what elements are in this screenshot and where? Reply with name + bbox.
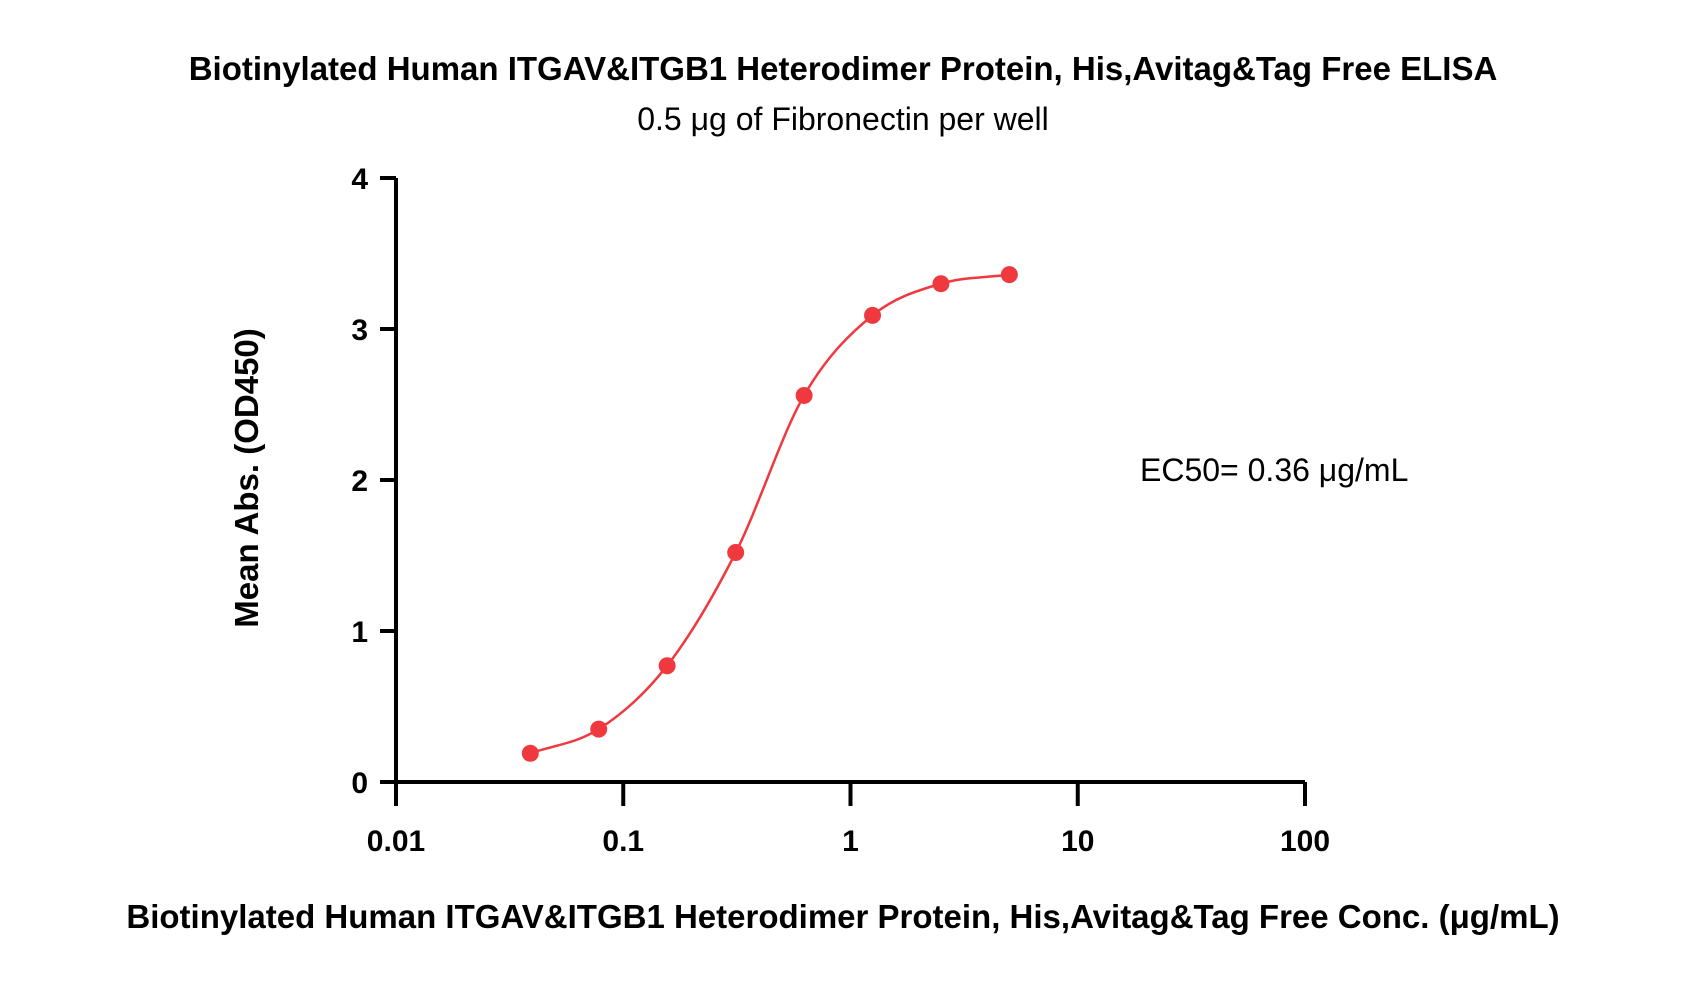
x-axis-label: Biotinylated Human ITGAV&ITGB1 Heterodim… [126,898,1559,935]
x-axis: 0.01 0.1 1 10 100 [367,780,1330,858]
x-tick-label: 1 [842,825,859,858]
x-tick-label: 10 [1061,825,1094,858]
data-point [1000,266,1018,284]
y-axis: 0 1 2 3 4 [351,163,398,800]
data-point [795,386,813,404]
chart-subtitle: 0.5 μg of Fibronectin per well [637,101,1049,137]
data-point [590,720,608,738]
y-tick-label: 0 [351,767,368,800]
x-tick-label: 0.01 [367,825,425,858]
y-axis-label: Mean Abs. (OD450) [228,328,265,628]
y-tick-label: 3 [351,314,368,347]
y-tick-label: 4 [351,163,368,196]
x-tick-label: 100 [1280,825,1330,858]
fit-curve-layer [529,273,1010,755]
data-point [864,306,882,324]
data-point [521,744,539,762]
x-tick-label: 0.1 [602,825,644,858]
y-tick-label: 2 [351,465,368,498]
data-point [932,275,950,293]
data-points-layer [521,266,1018,762]
data-point [727,543,745,561]
data-point [658,657,676,675]
fit-curve [529,273,1010,755]
y-tick-label: 1 [351,616,368,649]
chart-title: Biotinylated Human ITGAV&ITGB1 Heterodim… [189,50,1498,87]
ec50-annotation: EC50= 0.36 μg/mL [1140,452,1408,488]
